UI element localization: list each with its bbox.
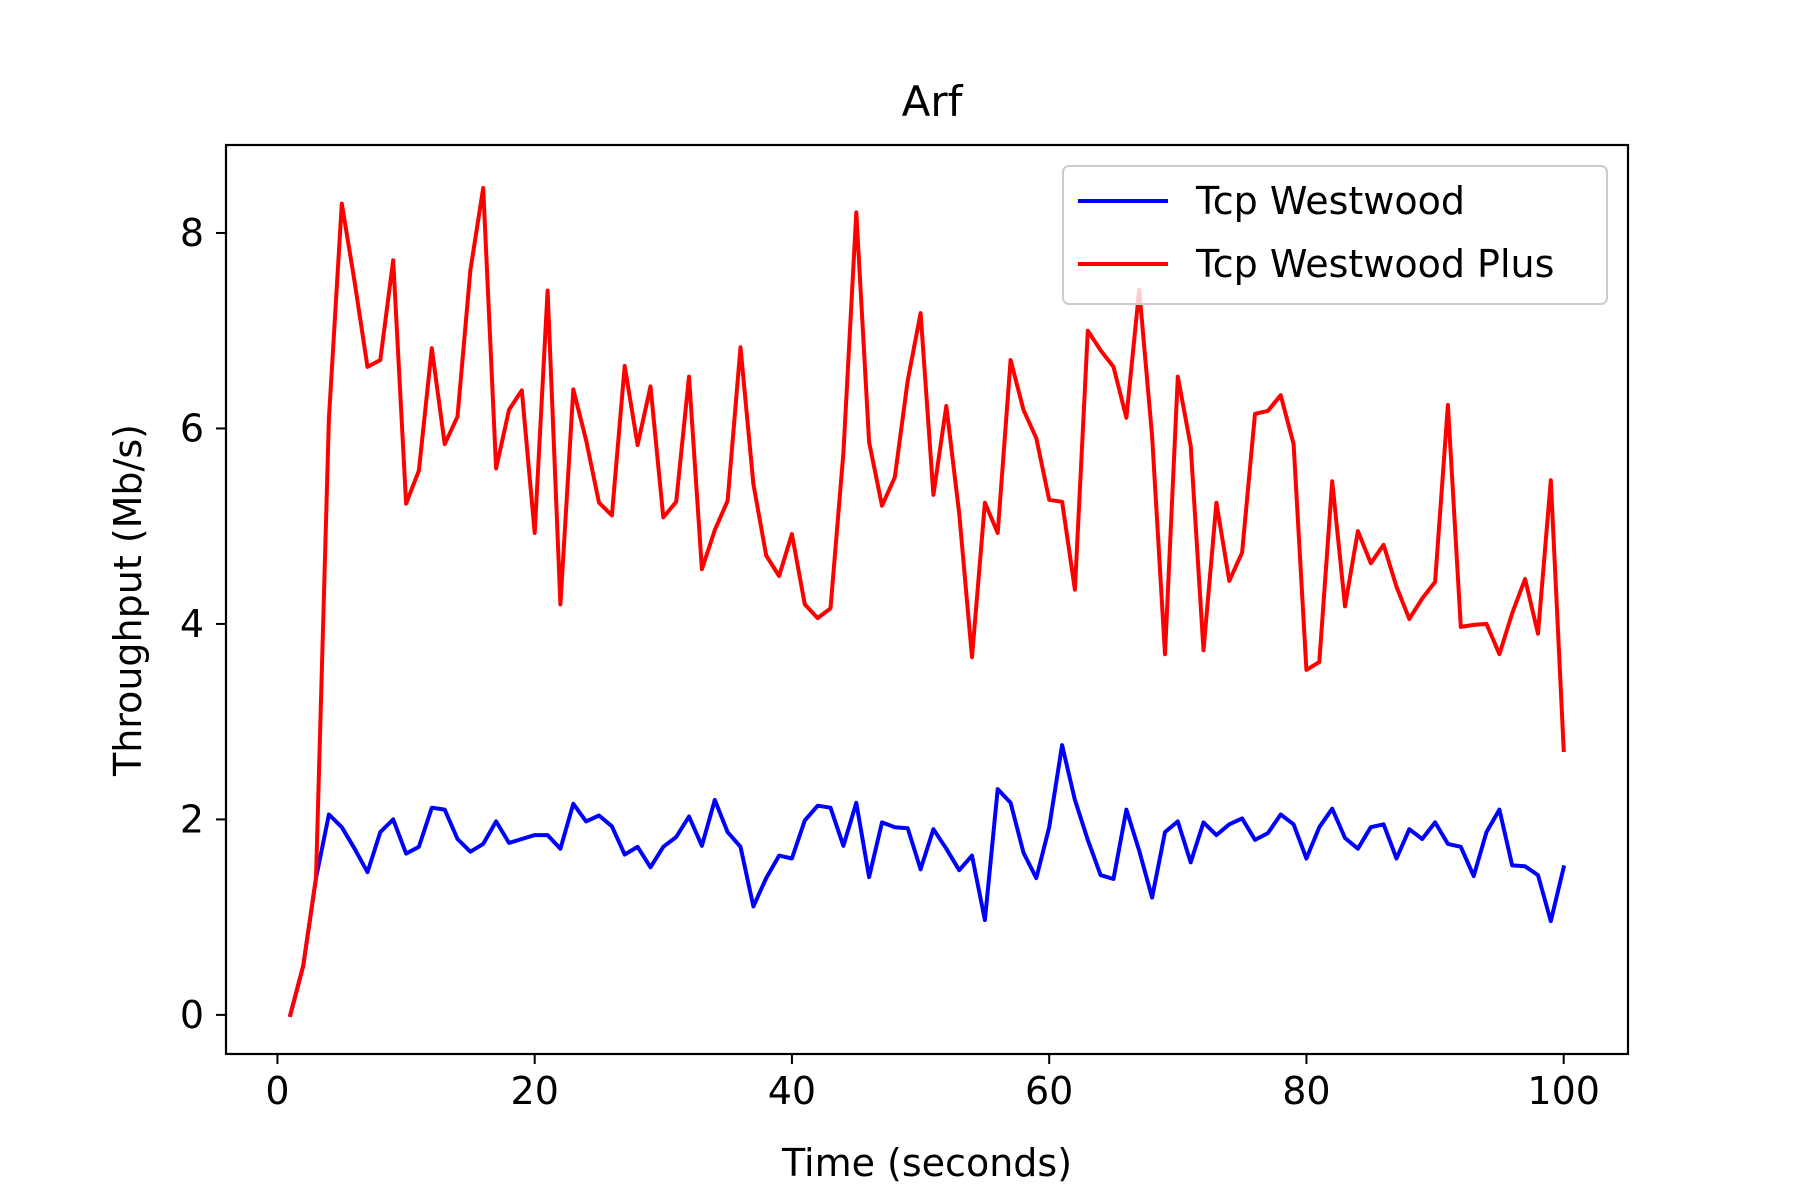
series-layer: [287, 186, 1567, 1018]
x-tick-label: 80: [1282, 1069, 1330, 1113]
y-axis: 0 2 4 6 8: [180, 211, 226, 1037]
y-tick-label: 0: [180, 993, 204, 1037]
legend-box: [1062, 165, 1608, 305]
y-axis-label: Throughput (Mb/s): [106, 424, 150, 777]
plot-area-frame: [224, 143, 1630, 1056]
x-tick-label: 100: [1527, 1069, 1600, 1113]
y-tick-label: 6: [180, 406, 204, 450]
chart-title: Arf: [902, 77, 964, 126]
x-axis: 0 20 40 60 80 100: [265, 1054, 1600, 1113]
y-tick-label: 8: [180, 211, 204, 255]
y-tick-label: 4: [180, 602, 204, 646]
legend: Tcp Westwood Tcp Westwood Plus: [1062, 165, 1608, 305]
x-tick-label: 0: [265, 1069, 289, 1113]
x-tick-label: 40: [768, 1069, 816, 1113]
legend-label-tcp-westwood: Tcp Westwood: [1195, 179, 1465, 223]
series-line-tcp-westwood-plus: [287, 186, 1566, 1018]
y-tick-label: 2: [180, 797, 204, 841]
series-line-tcp-westwood: [287, 743, 1567, 1018]
x-axis-label: Time (seconds): [781, 1141, 1072, 1185]
legend-label-tcp-westwood-plus: Tcp Westwood Plus: [1195, 242, 1554, 286]
x-tick-label: 20: [511, 1069, 559, 1113]
x-tick-label: 60: [1025, 1069, 1073, 1113]
